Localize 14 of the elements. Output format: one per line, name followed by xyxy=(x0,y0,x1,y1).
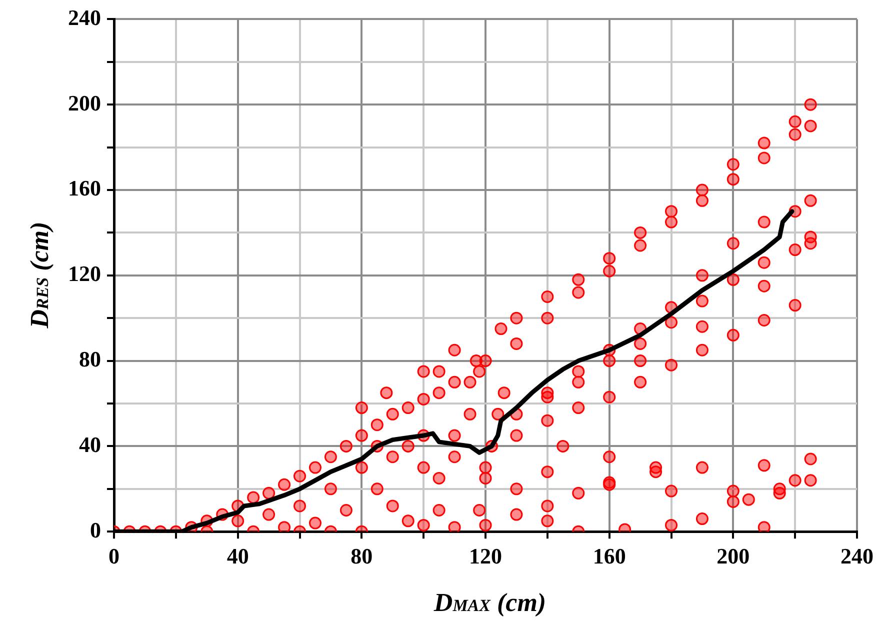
x-tick-label: 240 xyxy=(840,543,874,568)
y-tick-label: 40 xyxy=(79,432,101,457)
x-tick-label: 0 xyxy=(108,543,120,568)
y-tick-label: 160 xyxy=(68,176,101,201)
x-tick-label: 80 xyxy=(350,543,373,568)
x-tick-label: 120 xyxy=(469,543,502,568)
x-tick-label: 160 xyxy=(592,543,626,568)
y-tick-label: 120 xyxy=(68,261,101,286)
y-tick-label: 80 xyxy=(79,346,101,372)
y-tick-label: 240 xyxy=(68,4,101,30)
y-tick-label: 0 xyxy=(90,517,101,542)
x-tick-label: 200 xyxy=(716,543,750,568)
x-tick-label: 40 xyxy=(226,543,249,568)
y-tick-label: 200 xyxy=(68,90,101,116)
